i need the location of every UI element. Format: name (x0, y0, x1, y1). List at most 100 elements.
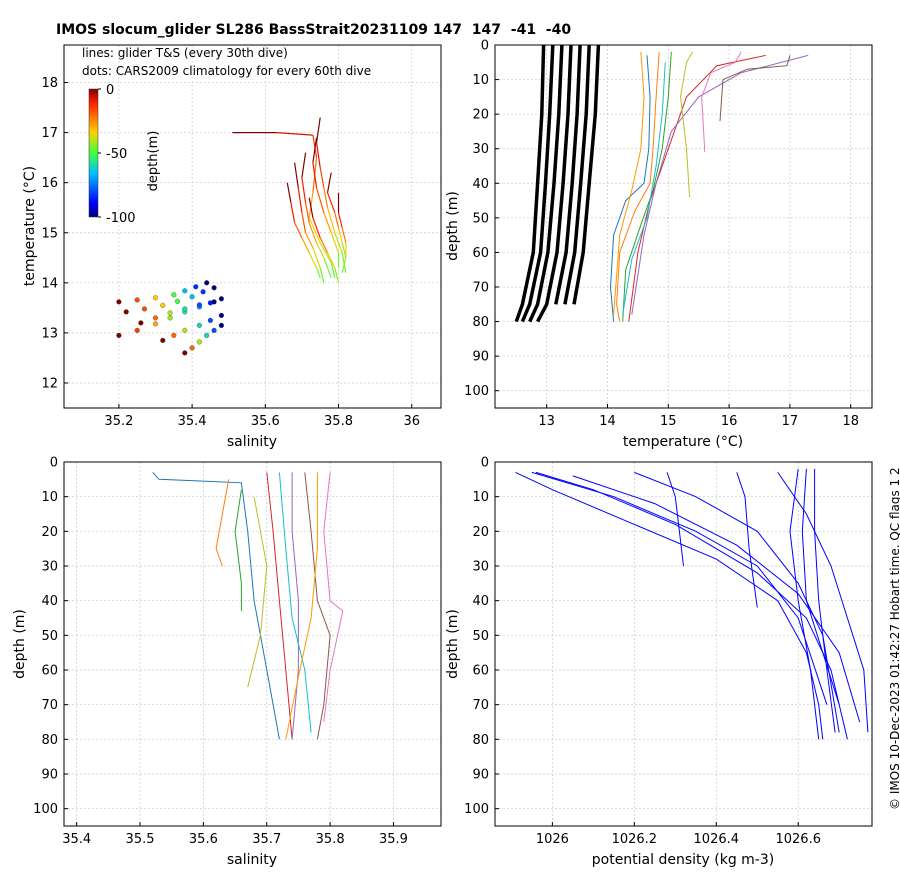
climatology-dot (218, 312, 224, 318)
y-tick-label: 50 (41, 629, 58, 644)
glider-profile-line (609, 55, 651, 322)
climatology-profile-line (563, 44, 591, 305)
y-tick-label: 100 (464, 384, 489, 399)
climatology-dot (152, 295, 159, 301)
glider-profile-line (266, 472, 293, 740)
glider-ts-segment (294, 222, 303, 239)
glider-profile-line (789, 468, 820, 740)
glider-ts-segment (319, 267, 325, 283)
glider-profile-line (323, 472, 344, 723)
glider-profile-line (304, 472, 331, 740)
glider-ts-segment (276, 132, 313, 136)
glider-ts-segment (308, 217, 321, 244)
y-tick-label: 0 (481, 39, 489, 54)
y-tick-label: 60 (472, 664, 489, 679)
glider-ts-segment (326, 207, 336, 233)
glider-profile-line (278, 472, 312, 733)
glider-ts-segment (301, 237, 310, 254)
y-tick-label: 90 (472, 768, 489, 783)
x-tick-label: 35.7 (252, 832, 281, 847)
salinity-depth-grid (64, 461, 441, 826)
salinity-depth-axes-frame (63, 461, 442, 827)
salinity-depth-y-axis-label: depth (m) (12, 609, 28, 679)
climatology-dot (134, 297, 140, 303)
climatology-profile-line (572, 44, 601, 305)
glider-profile-line (679, 51, 694, 198)
y-tick-label: 90 (472, 350, 489, 365)
ts-x-axis-label: salinity (227, 434, 277, 450)
x-tick-label: 35.4 (178, 414, 207, 429)
glider-ts-segment (319, 237, 329, 254)
legend-lines-note: lines: glider T&S (every 30th dive) (82, 46, 288, 60)
glider-ts-segment (341, 227, 347, 243)
x-tick-label: 17 (782, 414, 799, 429)
salinity-depth-ticks: 35.4 35.5 35.6 35.7 35.8 35.9 0 10 20 30 40 50 60 70 8… (33, 456, 408, 848)
glider-ts-segment (312, 162, 318, 188)
y-tick-label: 90 (41, 768, 58, 783)
glider-profile-line (622, 51, 672, 322)
climatology-dot (152, 321, 159, 327)
x-tick-label: 15 (660, 414, 677, 429)
glider-profile-line (616, 51, 660, 322)
glider-profile-line (515, 471, 824, 740)
glider-ts-segment (337, 212, 343, 228)
glider-profile-line (215, 479, 230, 567)
glider-ts-segment (326, 192, 336, 213)
y-tick-label: 14 (41, 276, 58, 291)
climatology-dot (134, 327, 140, 333)
glider-ts-segment (301, 177, 307, 203)
glider-ts-segment (312, 217, 321, 238)
glider-ts-segment (323, 257, 332, 279)
y-tick-label: 60 (41, 664, 58, 679)
climatology-dot (211, 285, 217, 291)
density-depth-y-axis-label: depth (m) (445, 609, 461, 679)
glider-profile-line (634, 471, 840, 733)
y-tick-label: 100 (33, 802, 58, 817)
density-depth-axes-frame (494, 461, 873, 827)
density-depth-data (515, 468, 869, 740)
y-tick-label: 40 (472, 177, 489, 192)
glider-profile-line (631, 54, 809, 315)
climatology-dot (196, 322, 202, 328)
glider-profile-line (701, 51, 742, 153)
y-tick-label: 15 (41, 226, 58, 241)
y-tick-label: 70 (41, 698, 58, 713)
x-tick-label: 35.6 (189, 832, 218, 847)
y-tick-label: 60 (472, 246, 489, 261)
x-tick-label: 1026 (536, 832, 569, 847)
y-tick-label: 10 (472, 490, 489, 505)
y-tick-label: 0 (481, 456, 489, 471)
x-tick-label: 13 (538, 414, 555, 429)
glider-ts-segment (323, 187, 329, 208)
y-tick-label: 80 (41, 733, 58, 748)
climatology-dot (204, 280, 210, 286)
climatology-dot (189, 345, 195, 351)
y-tick-label: 12 (41, 376, 58, 391)
glider-profile-line (777, 472, 869, 733)
y-tick-label: 10 (472, 73, 489, 88)
ts-y-axis-label: temperature (°C) (22, 166, 38, 286)
climatology-dot (211, 327, 217, 333)
glider-profile-line (801, 468, 840, 705)
x-tick-label: 35.8 (324, 414, 353, 429)
climatology-dot (123, 309, 129, 315)
glider-ts-segment (341, 257, 347, 273)
temperature-depth-axes-frame (494, 44, 873, 409)
temperature-depth-y-axis-label: depth (m) (445, 191, 461, 261)
glider-ts-segment (290, 202, 296, 223)
x-tick-label: 35.4 (62, 832, 91, 847)
glider-profile-line (628, 54, 766, 322)
climatology-dot (171, 332, 177, 338)
climatology-profile-line (520, 44, 555, 323)
glider-ts-segment (308, 252, 318, 269)
ts-panel: 35.2 35.4 35.6 35.8 36 12 13 14 15 16 17 18 salinit… (22, 44, 442, 450)
y-tick-label: 80 (472, 733, 489, 748)
glider-ts-segment (308, 222, 318, 243)
temperature-depth-panel: 13 14 15 16 17 18 0 10 20 30 40 50 60 70 80 90 100 tempe… (445, 39, 873, 450)
glider-ts-segment (334, 212, 340, 228)
x-tick-label: 1026.2 (612, 832, 658, 847)
climatology-dot (182, 350, 188, 356)
density-depth-ticks: 1026 1026.2 1026.4 1026.6 0 10 20 30 40 50 60 70 80 9… (464, 456, 821, 848)
colorbar-ticks: 0 -50 -100 (98, 83, 136, 226)
